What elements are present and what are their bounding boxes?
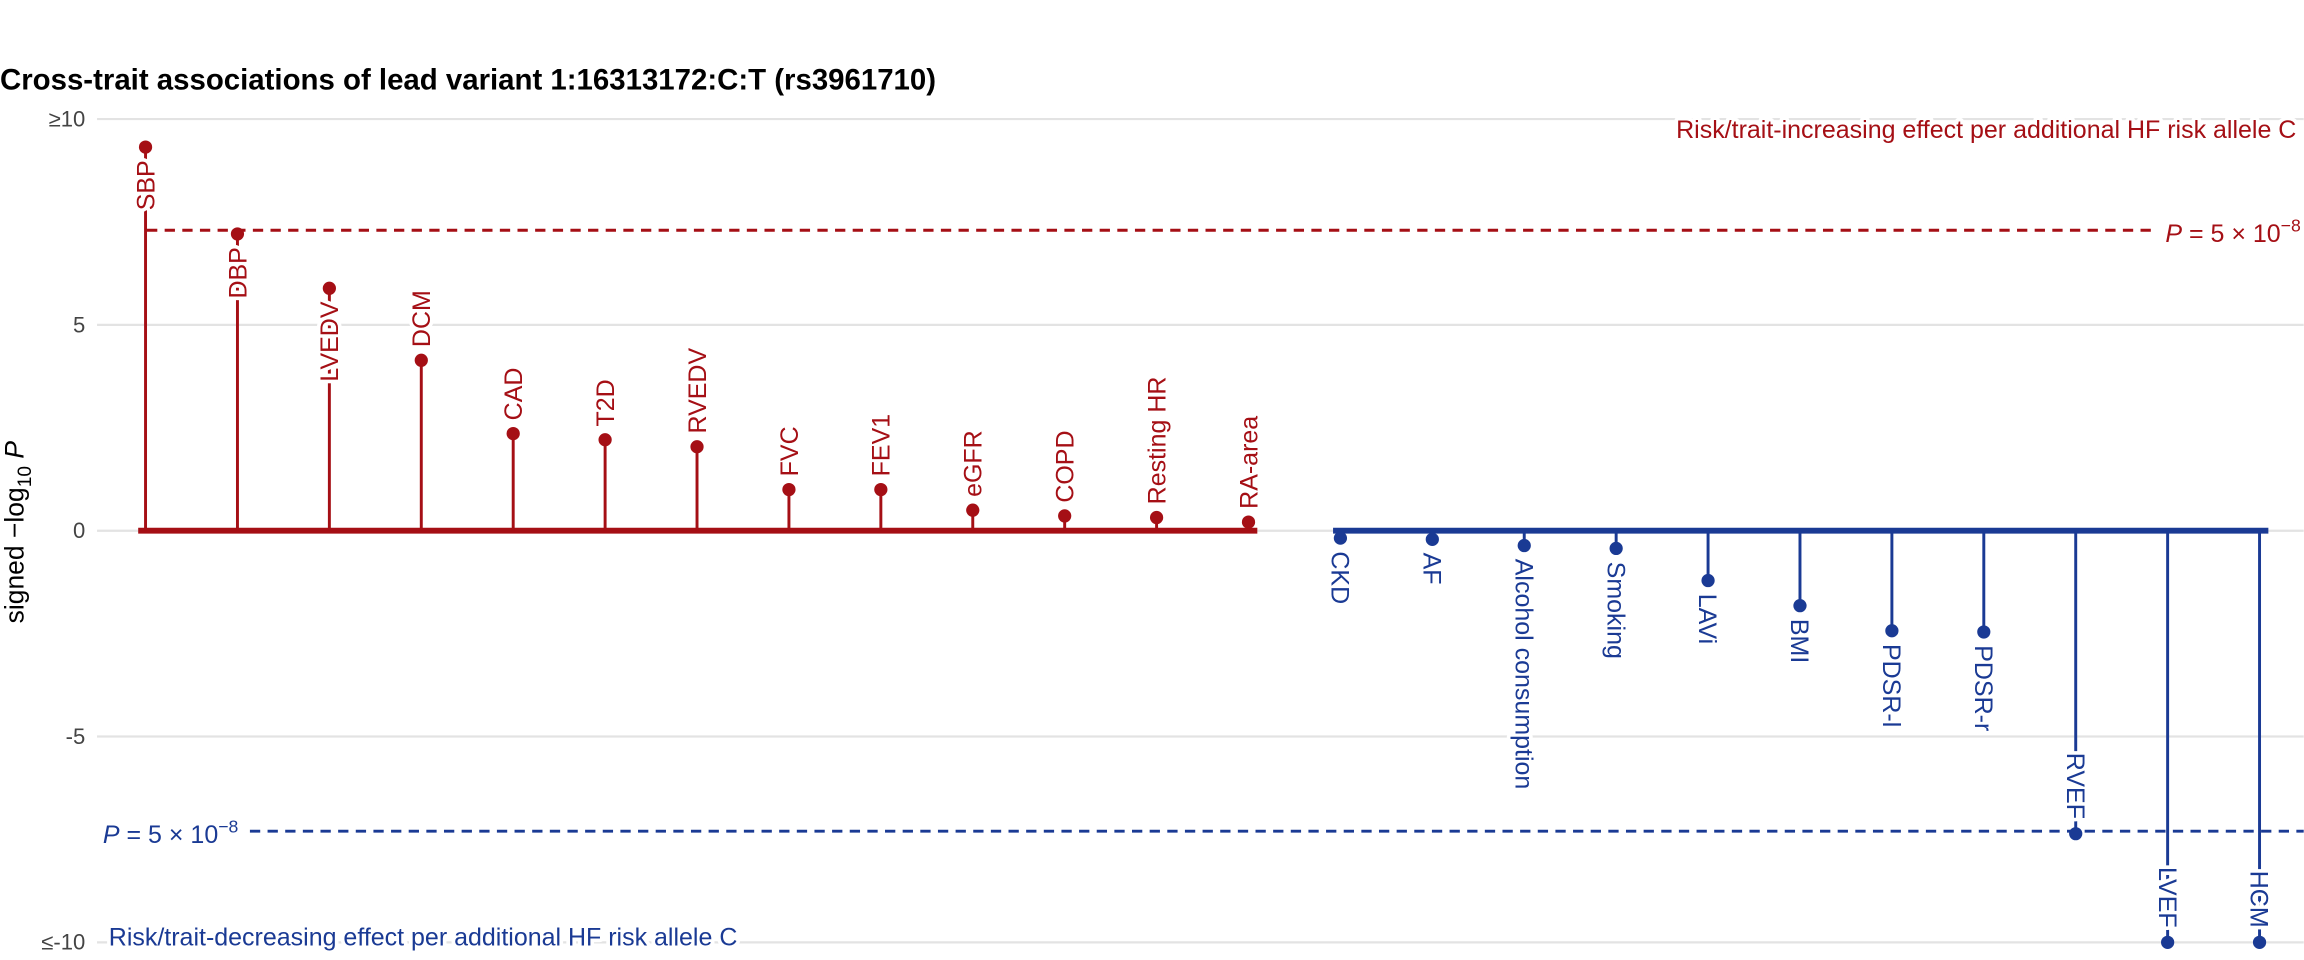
category-label: Resting HR	[1143, 377, 1171, 505]
threshold-exp: −8	[218, 817, 238, 837]
dot	[1058, 509, 1072, 523]
y-tick-label: ≤-10	[41, 930, 85, 955]
y-tick-label: 0	[73, 518, 85, 543]
dot	[230, 227, 245, 241]
category-label: SBP	[132, 160, 160, 210]
chart-title: Cross-trait associations of lead variant…	[0, 64, 936, 97]
category-label: COPD	[1051, 430, 1079, 502]
category-label: HCM	[2245, 871, 2273, 928]
dot	[1977, 625, 1991, 639]
dot	[1609, 541, 1623, 556]
threshold-label: P = 5 × 10−8	[103, 817, 239, 849]
dot	[782, 482, 796, 497]
category-label: T2D	[592, 379, 620, 426]
dot	[322, 281, 336, 295]
threshold-exp: −8	[2281, 216, 2301, 236]
dot	[598, 433, 612, 447]
dot	[2069, 827, 2083, 841]
dot	[138, 140, 153, 154]
category-label: CKD	[1326, 551, 1354, 604]
y-tick-label: 5	[73, 312, 85, 337]
category-label: eGFR	[960, 430, 988, 497]
dot	[2161, 935, 2175, 949]
category-label: BMI	[1785, 619, 1813, 663]
y-tick-label: -5	[66, 724, 86, 749]
threshold-text: = 5 × 10	[120, 821, 219, 849]
dot	[1149, 510, 1164, 525]
dot	[1241, 515, 1256, 529]
dot	[874, 482, 888, 497]
y-label-sub: 10	[15, 466, 36, 487]
dot	[1517, 538, 1531, 553]
threshold-label: P = 5 × 10−8	[2165, 216, 2301, 248]
category-label: RVEDV	[684, 348, 712, 434]
y-tick-label: ≥10	[49, 106, 86, 131]
dot	[1333, 531, 1348, 545]
category-label: LVEF	[2153, 867, 2181, 928]
category-label: PDSR-l	[1877, 644, 1905, 727]
dot	[414, 353, 428, 367]
dot	[966, 503, 980, 517]
category-label: CAD	[500, 368, 528, 421]
y-label-var: P	[0, 441, 30, 459]
category-label: LVEDV	[316, 301, 344, 381]
category-label: DCM	[408, 290, 436, 347]
y-label-space	[0, 459, 30, 466]
dot	[1425, 532, 1439, 546]
category-label: RA-area	[1235, 416, 1263, 509]
dot	[1885, 624, 1899, 638]
category-label: FVC	[776, 426, 804, 476]
y-axis-label: signed −log10 P	[0, 441, 36, 624]
threshold-var: P	[2165, 220, 2182, 248]
y-label-prefix: signed −log	[0, 487, 30, 623]
category-label: Alcohol consumption	[1509, 559, 1537, 790]
dot	[1793, 599, 1807, 613]
category-label: RVEF	[2061, 753, 2089, 819]
threshold-var: P	[103, 821, 120, 849]
dot	[506, 426, 520, 441]
category-label: PDSR-r	[1969, 645, 1997, 731]
category-label: DBP	[224, 247, 252, 298]
category-label: Smoking	[1601, 562, 1629, 659]
category-label: AF	[1418, 553, 1446, 585]
annotation: Risk/trait-increasing effect per additio…	[1676, 116, 2296, 144]
annotation: Risk/trait-decreasing effect per additio…	[109, 923, 738, 951]
dot	[690, 440, 704, 454]
threshold-text: = 5 × 10	[2182, 220, 2281, 248]
category-label: FEV1	[868, 414, 896, 477]
dot	[1701, 573, 1715, 588]
category-label: LAVi	[1693, 594, 1721, 644]
dot	[2252, 935, 2267, 949]
